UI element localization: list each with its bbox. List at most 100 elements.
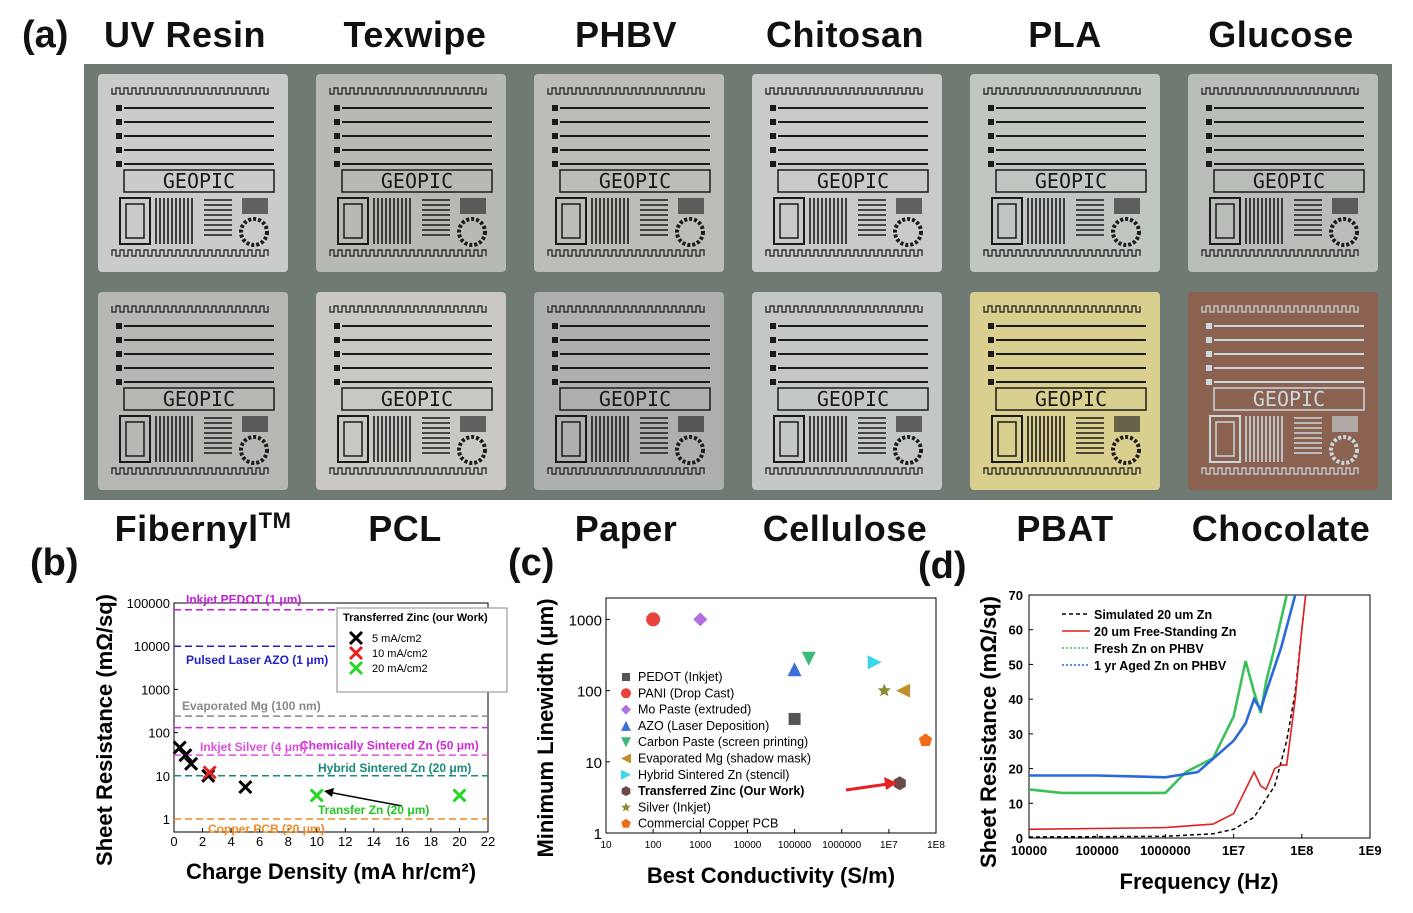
contact-pad: [334, 351, 340, 357]
serpentine-trace: [111, 249, 269, 257]
substrate-sheet: [316, 74, 506, 272]
data-point: [621, 818, 631, 828]
serpentine-trace: [111, 305, 269, 313]
sample-photo: GEOPIC: [520, 64, 738, 282]
circuit-sample-graphic: GEOPIC: [302, 282, 520, 500]
x-tick-label: 1E8: [927, 840, 945, 851]
data-point: [646, 612, 661, 627]
material-label-top-3: PHBV: [574, 14, 678, 55]
coil-component: [561, 203, 581, 239]
coil-component: [119, 415, 151, 463]
highlight-arrow: [845, 782, 889, 792]
data-point: [896, 683, 911, 698]
coil-component: [997, 421, 1017, 457]
series-line: [1029, 595, 1307, 838]
circuit-sample-graphic: GEOPIC: [1174, 282, 1392, 500]
coil-component: [1209, 415, 1241, 463]
y-tick-label: 70: [1009, 588, 1023, 603]
material-label-bottom-4: Cellulose: [762, 508, 928, 549]
legend-label: Transferred Zinc (Our Work): [638, 784, 804, 798]
circuit-sample-graphic: GEOPIC: [520, 64, 738, 282]
x-tick-label: 8: [285, 834, 292, 849]
y-tick-label: 100: [577, 684, 602, 701]
logo-frame: [777, 169, 929, 193]
radial-electrode: [1111, 435, 1141, 465]
circuit-sample-graphic: GEOPIC: [84, 282, 302, 500]
radial-electrode: [239, 435, 269, 465]
radial-electrode: [1329, 217, 1359, 247]
data-point: [452, 788, 467, 803]
data-point: [867, 655, 882, 670]
circuit-sample-graphic: GEOPIC: [738, 282, 956, 500]
logo-frame: [341, 387, 493, 411]
circuit-sample-graphic: GEOPIC: [956, 64, 1174, 282]
coil-component: [555, 197, 587, 245]
serpentine-trace: [329, 467, 487, 475]
data-point: [201, 768, 216, 783]
coil-component: [779, 421, 799, 457]
material-label-bottom-6: Chocolate: [1191, 508, 1371, 549]
substrate-sheet: [970, 74, 1160, 272]
contact-pad: [116, 337, 122, 343]
plot-frame: [1028, 594, 1371, 839]
reference-line-label: Hybrid Sintered Zn (20 μm): [318, 761, 471, 775]
x-tick-label: 6: [256, 834, 263, 849]
coil-component: [991, 197, 1023, 245]
contact-pad: [116, 133, 122, 139]
contact-pad: [334, 119, 340, 125]
fibernyl-name: Fibernyl: [114, 508, 259, 549]
geopic-logo: GEOPIC: [599, 169, 671, 193]
serpentine-trace: [983, 249, 1141, 257]
pad-block: [242, 416, 268, 432]
x-tick-label: 12: [338, 834, 352, 849]
legend-label: Silver (Inkjet): [638, 800, 711, 814]
coil-component: [125, 421, 145, 457]
circuit-sample-graphic: GEOPIC: [738, 64, 956, 282]
material-label-top-2: Texwipe: [343, 14, 487, 55]
data-point: [621, 720, 631, 731]
data-point: [621, 786, 631, 797]
serpentine-trace: [1201, 467, 1359, 475]
x-tick-label: 16: [395, 834, 409, 849]
contact-pad: [1206, 379, 1212, 385]
radial-electrode: [893, 435, 923, 465]
x-tick-label: 10000: [1011, 843, 1047, 858]
panel-c-label: (c): [508, 542, 555, 584]
contact-pad: [552, 105, 558, 111]
x-tick-label: 100000: [778, 840, 812, 851]
legend-label: Mo Paste (extruded): [638, 703, 751, 717]
data-point: [788, 712, 801, 725]
serpentine-trace: [765, 87, 923, 95]
y-tick-label: 10: [156, 769, 170, 784]
data-point: [184, 756, 199, 771]
data-point: [621, 737, 631, 748]
contact-pad: [334, 365, 340, 371]
data-point: [918, 733, 933, 747]
pad-block: [896, 416, 922, 432]
legend-box: [336, 607, 508, 693]
radial-electrode: [675, 435, 705, 465]
coil-component: [343, 421, 363, 457]
substrate-sheet: [752, 74, 942, 272]
contact-pad: [116, 119, 122, 125]
radial-electrode: [1111, 217, 1141, 247]
contact-pad: [552, 119, 558, 125]
contact-pad: [770, 119, 776, 125]
x-tick-label: 1000000: [1140, 843, 1191, 858]
chart-b-group: 0 2 4 6 8 10 12 14 16 18 20 22 1 10 100 1000 10000 100000…: [92, 593, 508, 884]
contact-pad: [334, 161, 340, 167]
logo-frame: [559, 169, 711, 193]
contact-pad: [334, 379, 340, 385]
x-tick-label: 1E9: [1358, 843, 1381, 858]
material-label-bottom-1: FibernylTM: [94, 508, 312, 550]
substrate-sheet: [98, 74, 288, 272]
material-label-top-5: PLA: [1028, 14, 1102, 55]
y-tick-label: 10: [1009, 796, 1023, 811]
pad-block: [896, 198, 922, 214]
contact-pad: [552, 161, 558, 167]
sample-photo: GEOPIC: [302, 282, 520, 500]
legend-label: Simulated 20 um Zn: [1094, 608, 1212, 622]
serpentine-trace: [1201, 305, 1359, 313]
contact-pad: [334, 133, 340, 139]
coil-component: [343, 203, 363, 239]
